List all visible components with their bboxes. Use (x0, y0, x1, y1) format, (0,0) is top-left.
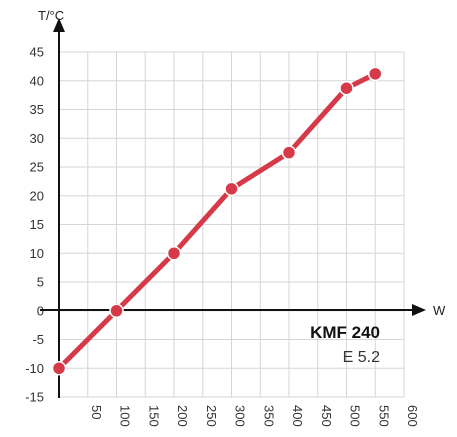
model-label: KMF 240 (310, 323, 380, 342)
data-point (368, 66, 383, 82)
x-tick-label: 500 (348, 405, 363, 427)
x-tick-label: 200 (175, 405, 190, 427)
y-axis-arrow-icon (53, 18, 65, 32)
y-tick-label: 35 (30, 102, 44, 117)
data-point (166, 246, 182, 261)
y-tick-label: -15 (25, 390, 44, 405)
x-tick-label: 600 (405, 405, 420, 427)
model-sub-label: E 5.2 (343, 349, 380, 366)
data-point (281, 145, 297, 160)
x-axis-label: W (433, 303, 446, 318)
y-tick-label: 45 (30, 45, 44, 60)
x-tick-label: 50 (89, 405, 104, 419)
y-axis-label: T/°C (38, 8, 64, 23)
x-tick-label: 450 (319, 405, 334, 427)
y-tick-label: -10 (25, 361, 44, 376)
y-tick-label: 5 (37, 275, 44, 290)
x-tick-label: 100 (118, 405, 133, 427)
series-points (51, 66, 383, 376)
y-tick-labels: 454035302520151050-5-10-15 (25, 45, 44, 405)
data-point (109, 303, 124, 318)
y-tick-label: 15 (30, 217, 44, 232)
data-point (51, 361, 67, 376)
y-tick-label: -5 (32, 332, 44, 347)
x-tick-label: 400 (290, 405, 305, 427)
data-point (224, 181, 239, 197)
x-tick-labels: 50 100 150 200 250 300 350 400 450 500 550 600 (89, 405, 420, 427)
x-tick-label: 300 (233, 405, 248, 427)
y-tick-label: 20 (30, 188, 44, 203)
y-tick-label: 30 (30, 131, 44, 146)
y-tick-label: 25 (30, 160, 44, 175)
x-tick-label: 150 (146, 405, 161, 427)
y-tick-label: 40 (30, 73, 44, 88)
x-tick-label: 250 (204, 405, 219, 427)
y-tick-label: 10 (30, 246, 44, 261)
x-tick-label: 350 (261, 405, 276, 427)
x-axis-arrow-icon (412, 304, 426, 316)
grid-lines (59, 51, 405, 398)
x-tick-label: 550 (376, 405, 391, 427)
data-point (339, 80, 354, 96)
